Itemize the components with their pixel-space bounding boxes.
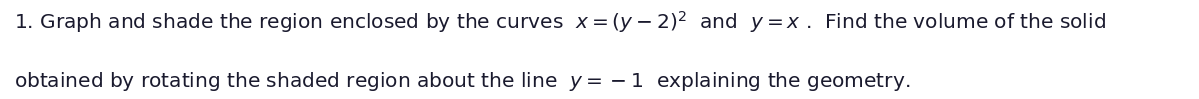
Text: obtained by rotating the shaded region about the line  $y=-1$  explaining the ge: obtained by rotating the shaded region a… <box>14 70 911 93</box>
Text: 1. Graph and shade the region enclosed by the curves  $x=(y-2)^{2}$  and  $y=x$ : 1. Graph and shade the region enclosed b… <box>14 9 1107 35</box>
